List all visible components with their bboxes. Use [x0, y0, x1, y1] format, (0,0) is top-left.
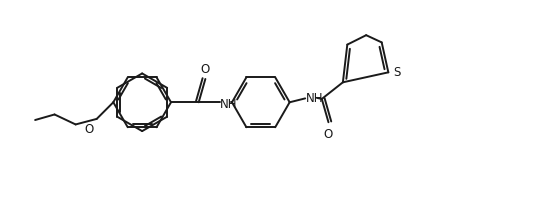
Text: O: O	[324, 127, 333, 140]
Text: NH: NH	[306, 92, 324, 105]
Text: S: S	[393, 65, 401, 78]
Text: O: O	[201, 63, 210, 76]
Text: O: O	[84, 122, 93, 135]
Text: NH: NH	[220, 97, 238, 110]
